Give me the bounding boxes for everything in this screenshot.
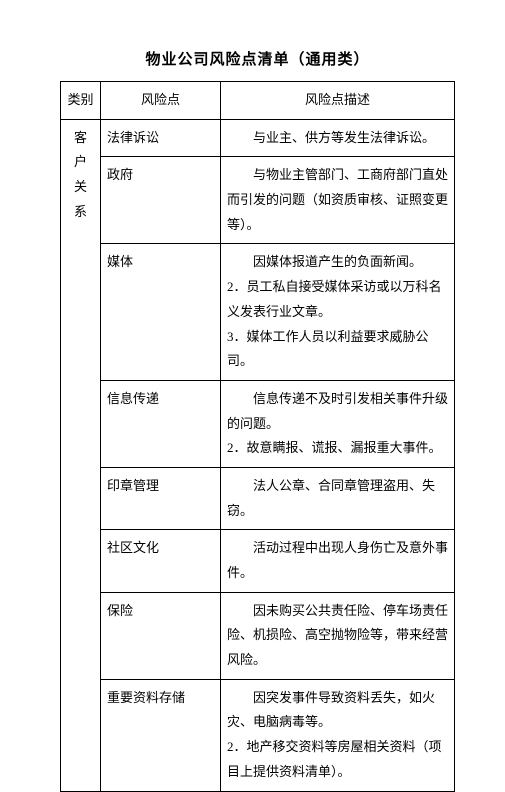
desc-cell: 因未购买公共责任险、停车场责任险、机损险、高空抛物险等，带来经营风险。 <box>221 592 455 679</box>
desc-cell: 因媒体报道产生的负面新闻。2．员工私自接受媒体采访或以万科名义发表行业文章。3．… <box>221 244 455 380</box>
risk-cell: 媒体 <box>101 244 221 380</box>
risk-cell: 政府 <box>101 157 221 244</box>
desc-cell: 因突发事件导致资料丢失，如火灾、电脑病毒等。2．地产移交资料等房屋相关资料（项目… <box>221 679 455 791</box>
table-row: 保险 因未购买公共责任险、停车场责任险、机损险、高空抛物险等，带来经营风险。 <box>61 592 455 679</box>
desc-cell: 与业主、供方等发生法律诉讼。 <box>221 119 455 157</box>
table-row: 信息传递 信息传递不及时引发相关事件升级的问题。2．故意瞒报、谎报、漏报重大事件… <box>61 380 455 467</box>
risk-cell: 印章管理 <box>101 467 221 529</box>
desc-cell: 法人公章、合同章管理盗用、失窃。 <box>221 467 455 529</box>
table-row: 政府 与物业主管部门、工商府部门直处而引发的问题（如资质审核、证照变更等）。 <box>61 157 455 244</box>
desc-cell: 信息传递不及时引发相关事件升级的问题。2．故意瞒报、谎报、漏报重大事件。 <box>221 380 455 467</box>
table-row: 客户关系 法律诉讼 与业主、供方等发生法律诉讼。 <box>61 119 455 157</box>
table-row: 社区文化 活动过程中出现人身伤亡及意外事件。 <box>61 530 455 592</box>
desc-cell: 与物业主管部门、工商府部门直处而引发的问题（如资质审核、证照变更等）。 <box>221 157 455 244</box>
header-risk-point: 风险点 <box>101 82 221 120</box>
risk-cell: 保险 <box>101 592 221 679</box>
category-cell: 客户关系 <box>61 119 101 791</box>
risk-table: 类别 风险点 风险点描述 客户关系 法律诉讼 与业主、供方等发生法律诉讼。 政府… <box>60 81 455 792</box>
table-row: 重要资料存储 因突发事件导致资料丢失，如火灾、电脑病毒等。2．地产移交资料等房屋… <box>61 679 455 791</box>
risk-cell: 信息传递 <box>101 380 221 467</box>
risk-cell: 法律诉讼 <box>101 119 221 157</box>
page-title: 物业公司风险点清单（通用类） <box>60 48 455 69</box>
desc-cell: 活动过程中出现人身伤亡及意外事件。 <box>221 530 455 592</box>
risk-cell: 社区文化 <box>101 530 221 592</box>
table-row: 印章管理 法人公章、合同章管理盗用、失窃。 <box>61 467 455 529</box>
table-row: 媒体 因媒体报道产生的负面新闻。2．员工私自接受媒体采访或以万科名义发表行业文章… <box>61 244 455 380</box>
risk-cell: 重要资料存储 <box>101 679 221 791</box>
table-header-row: 类别 风险点 风险点描述 <box>61 82 455 120</box>
table-body: 客户关系 法律诉讼 与业主、供方等发生法律诉讼。 政府 与物业主管部门、工商府部… <box>61 119 455 791</box>
header-description: 风险点描述 <box>221 82 455 120</box>
header-category: 类别 <box>61 82 101 120</box>
